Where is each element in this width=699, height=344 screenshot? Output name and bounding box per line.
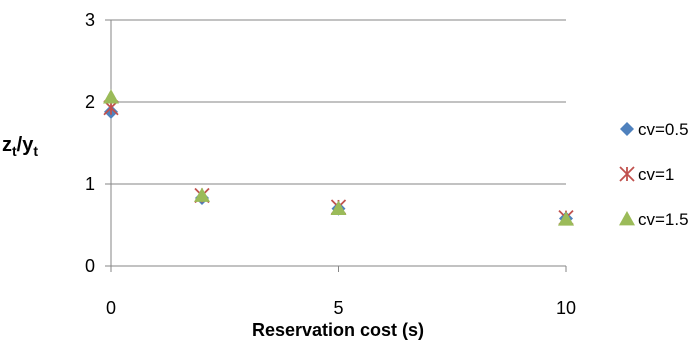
y-axis-label-main: z: [2, 134, 12, 156]
y-axis-label-sub1: t: [12, 143, 17, 159]
legend-marker-diamond: [620, 122, 634, 136]
gridlines: [111, 19, 566, 185]
legend-marker-star: [619, 166, 635, 182]
legend-label: cv=1.5: [638, 210, 689, 229]
y-axis-label: zt/yt: [2, 134, 38, 159]
axes: [105, 19, 567, 272]
x-tick-label: 10: [556, 298, 576, 318]
data-point-triangle: [558, 211, 574, 226]
legend-item: cv=0.5: [620, 120, 689, 139]
y-tick-label: 0: [85, 256, 95, 276]
legend-label: cv=1: [638, 165, 674, 184]
legend: cv=0.5 cv=1 cv=1.5: [619, 120, 689, 229]
y-tick-label: 2: [85, 92, 95, 112]
x-tick-labels: 0 5 10: [106, 298, 576, 318]
x-tick-label: 0: [106, 298, 116, 318]
data-point-triangle: [330, 200, 347, 215]
legend-marker-triangle: [619, 211, 635, 226]
legend-item: cv=1.5: [619, 210, 689, 229]
y-tick-label: 1: [85, 174, 95, 194]
y-axis-label-sep: /y: [17, 134, 35, 156]
data-points: [103, 89, 574, 226]
data-point-triangle: [194, 187, 210, 202]
legend-item: cv=1: [619, 165, 674, 184]
x-axis-label: Reservation cost (s): [252, 320, 424, 340]
x-tick-label: 5: [333, 298, 343, 318]
y-tick-label: 3: [85, 10, 95, 30]
data-point-triangle: [103, 89, 119, 104]
y-tick-labels: 0 1 2 3: [85, 10, 95, 276]
legend-label: cv=0.5: [638, 120, 689, 139]
y-axis-label-sub2: t: [33, 143, 38, 159]
series-3: [103, 89, 574, 226]
